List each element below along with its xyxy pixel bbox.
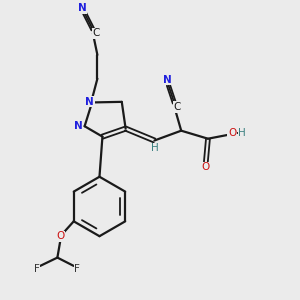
Text: C: C bbox=[174, 102, 181, 112]
Text: N: N bbox=[78, 3, 87, 13]
Text: O: O bbox=[228, 128, 236, 138]
Text: O: O bbox=[201, 162, 209, 172]
Text: N: N bbox=[163, 75, 171, 85]
Text: H: H bbox=[238, 128, 246, 138]
Text: N: N bbox=[74, 121, 82, 130]
Text: F: F bbox=[74, 264, 80, 274]
Text: H: H bbox=[151, 143, 159, 153]
Text: F: F bbox=[34, 264, 40, 274]
Text: C: C bbox=[92, 28, 100, 38]
Text: O: O bbox=[56, 231, 64, 241]
Text: N: N bbox=[85, 97, 94, 107]
